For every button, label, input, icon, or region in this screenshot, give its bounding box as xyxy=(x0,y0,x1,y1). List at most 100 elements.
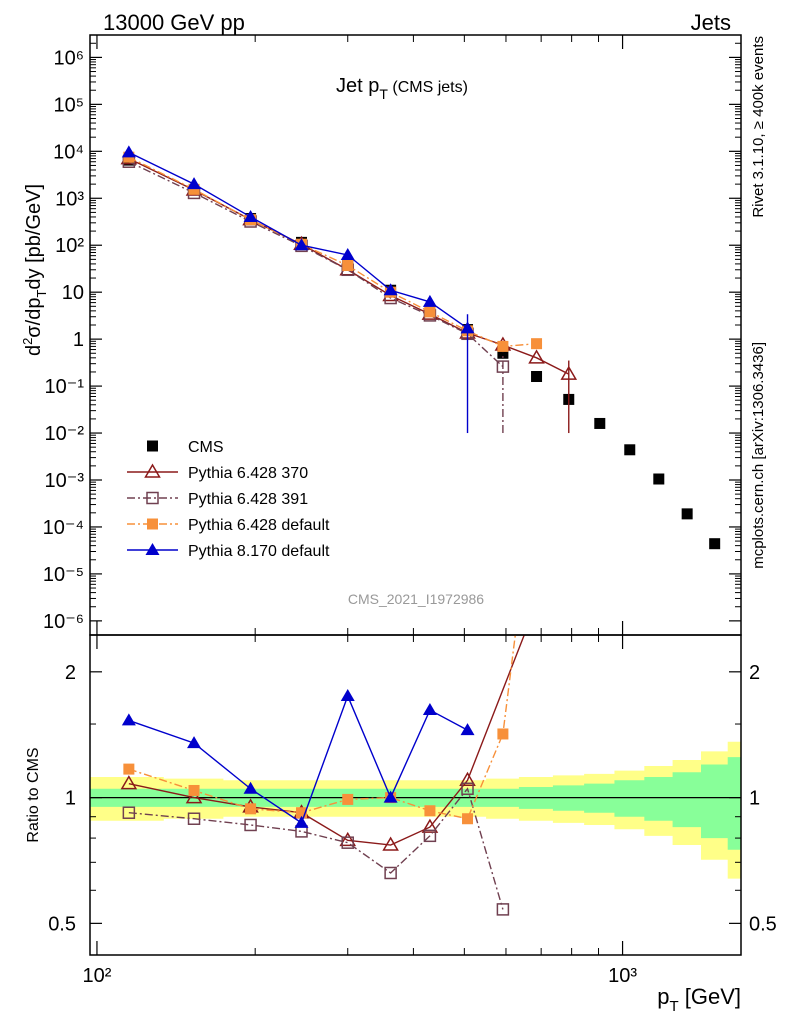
ratio-y-tick-label-right: 0.5 xyxy=(749,913,777,935)
legend: CMS Pythia 6.428 370 Pythia 6.428 391 Pythi… xyxy=(127,439,330,560)
ratio-y-tick-label-right: 1 xyxy=(749,788,760,810)
series-line xyxy=(128,156,537,348)
ratio-panel-frame xyxy=(89,634,742,956)
legend-label: Pythia 8.170 default xyxy=(188,543,330,560)
ratio-point xyxy=(187,736,202,749)
ratio-point xyxy=(341,836,354,849)
data-point xyxy=(531,371,543,383)
header-left-label: 13000 GeV pp xyxy=(103,10,245,35)
x-axis-title: pT [GeV] xyxy=(657,984,741,1015)
ratio-line xyxy=(128,787,504,910)
main-y-axis-ticks: 10⁻⁶ 10⁻⁵ 10⁻⁴ 10⁻³ 10⁻² 10⁻¹ 1 10 10² 10³ 10⁴ 10⁵ 1… xyxy=(43,34,741,633)
legend-marker xyxy=(145,543,160,555)
ratio-point xyxy=(496,903,510,916)
ratio-point xyxy=(422,703,437,716)
ratio-point xyxy=(121,713,136,726)
legend-label: Pythia 6.428 default xyxy=(188,517,330,534)
legend-item-pythia-6-428-370: Pythia 6.428 370 xyxy=(127,463,308,482)
data-point xyxy=(188,183,200,195)
data-point xyxy=(342,259,354,271)
y-tick-label: 10⁻¹ xyxy=(45,376,85,398)
y-tick-label: 10⁴ xyxy=(53,141,84,163)
data-point xyxy=(121,145,136,158)
mcplots-reference-label: mcplots.cern.ch [arXiv:1306.3436] xyxy=(750,342,767,569)
data-point xyxy=(594,417,606,429)
data-point xyxy=(460,321,475,334)
data-point xyxy=(709,538,721,550)
ratio-point xyxy=(461,782,474,795)
data-point xyxy=(560,365,578,380)
series-line xyxy=(128,161,504,368)
series-pythia-6-428-391 xyxy=(122,155,510,434)
ratio-point xyxy=(460,723,475,736)
ratio-y-tick-label: 1 xyxy=(65,788,76,810)
ratio-point xyxy=(188,784,200,796)
ratio-line xyxy=(128,694,468,824)
legend-item-pythia-6-428-default: Pythia 6.428 default xyxy=(127,517,330,534)
ratio-y-axis-ticks: 0.5 0.5 1 1 2 2 xyxy=(48,662,777,936)
data-point xyxy=(528,349,545,364)
ratio-series-pythia-8-170-default xyxy=(121,689,475,828)
data-point xyxy=(294,238,309,251)
ratio-line xyxy=(128,634,525,846)
data-point xyxy=(422,294,437,307)
data-point xyxy=(653,473,665,485)
ratio-point xyxy=(296,807,308,819)
ratio-point xyxy=(342,793,354,805)
legend-marker xyxy=(146,491,159,505)
ratio-point xyxy=(187,812,201,825)
ratio-point xyxy=(424,805,436,817)
data-point xyxy=(497,347,509,359)
y-tick-label: 10⁻³ xyxy=(45,470,85,492)
ratio-point xyxy=(122,806,136,819)
legend-item-pythia-8-170-default: Pythia 8.170 default xyxy=(127,543,330,560)
y-tick-label: 10⁻⁶ xyxy=(43,611,84,633)
ratio-plot-content xyxy=(90,634,741,916)
y-tick-label: 1 xyxy=(73,329,84,351)
uncertainty-band-inner xyxy=(90,757,741,850)
ratio-point xyxy=(383,790,398,803)
ratio-point xyxy=(123,763,135,775)
analysis-label: CMS_2021_I1972986 xyxy=(348,591,484,607)
y-tick-label: 10³ xyxy=(55,188,84,210)
ratio-point xyxy=(185,789,203,804)
ratio-series-pythia-6-428-391 xyxy=(122,782,510,916)
data-point xyxy=(531,338,543,350)
x-tick-label: 10³ xyxy=(608,965,637,987)
ratio-point xyxy=(243,781,258,794)
ratio-point xyxy=(462,813,474,825)
ratio-point xyxy=(245,803,257,815)
legend-marker xyxy=(147,518,158,530)
y-tick-label: 10 xyxy=(62,282,84,304)
legend-label: CMS xyxy=(188,439,224,456)
main-panel: 10⁻⁶ 10⁻⁵ 10⁻⁴ 10⁻³ 10⁻² 10⁻¹ 1 10 10² 10³ 10⁴ 10⁵ 1… xyxy=(43,34,742,636)
y-tick-label: 10⁻² xyxy=(45,423,85,445)
main-plot-content xyxy=(120,145,721,550)
legend-label: Pythia 6.428 391 xyxy=(188,491,308,508)
ratio-y-tick-label-right: 2 xyxy=(749,662,760,684)
y-tick-label: 10² xyxy=(55,235,84,257)
main-y-axis-title: d2σ/dpTdy [pb/GeV] xyxy=(20,184,49,356)
data-point xyxy=(187,177,202,190)
ratio-y-tick-label: 0.5 xyxy=(48,913,76,935)
ratio-panel: 0.5 0.5 1 1 2 2 xyxy=(48,634,777,956)
x-axis-ticks: 10² 10³ xyxy=(82,35,637,987)
data-point xyxy=(624,444,636,456)
data-point xyxy=(424,306,436,318)
ratio-y-axis-title: Ratio to CMS xyxy=(25,747,42,842)
legend-marker xyxy=(144,463,161,478)
main-plot-title: Jet pT (CMS jets) xyxy=(336,75,468,102)
ratio-point xyxy=(497,728,509,740)
ratio-point xyxy=(421,818,439,833)
ratio-point xyxy=(423,829,437,843)
rivet-version-label: Rivet 3.1.10, ≥ 400k events xyxy=(750,36,767,218)
y-tick-label: 10⁶ xyxy=(54,47,84,69)
ratio-point xyxy=(459,771,476,787)
ratio-point xyxy=(120,775,138,790)
uncertainty-band-outer xyxy=(90,741,741,879)
data-point xyxy=(497,340,509,352)
data-point xyxy=(496,360,510,373)
data-point xyxy=(243,209,258,222)
header-right-label: Jets xyxy=(691,10,731,35)
